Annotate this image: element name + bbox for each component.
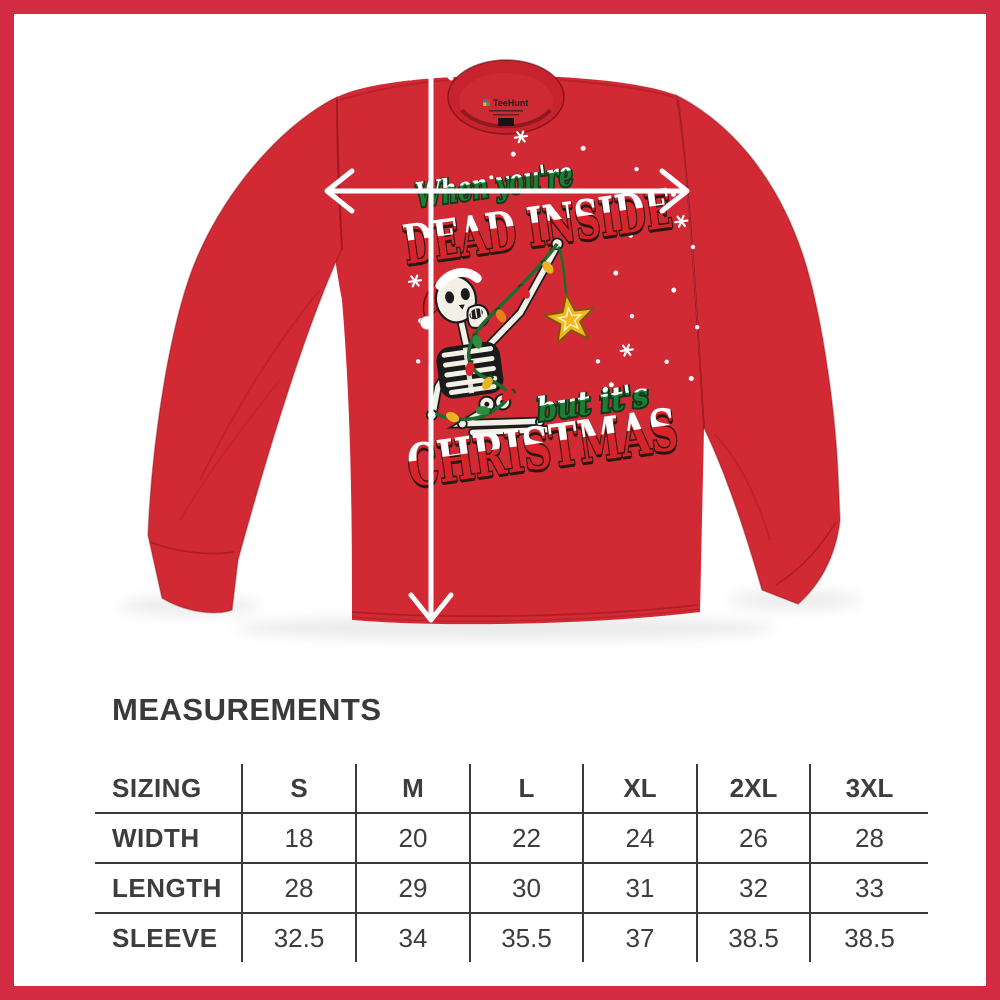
size-value-cell: 31 (582, 863, 697, 914)
christmas-lights-string (434, 242, 595, 424)
width-arrow (324, 168, 690, 214)
row-label: WIDTH (95, 813, 242, 864)
size-value-cell: 18 (241, 813, 356, 864)
neck-label: TeeHunt (483, 98, 528, 126)
size-value-cell: 35.5 (469, 913, 583, 962)
brand-label-text: TeeHunt (493, 98, 528, 108)
size-value-cell: 29 (355, 863, 470, 914)
size-value-cell: 30 (469, 863, 583, 914)
fabric-folds (149, 79, 837, 622)
star-icon (543, 293, 595, 344)
table-row-length: LENGTH 28 29 30 31 32 33 (95, 863, 928, 914)
shirt-mockup: TeeHunt (120, 50, 860, 640)
brand-logo-icon (483, 99, 490, 106)
measurements-heading: MEASUREMENTS (112, 692, 382, 727)
size-value-cell: 28 (809, 813, 928, 864)
size-table: SIZING S M L XL 2XL 3XL WIDTH 18 20 22 2… (95, 764, 928, 962)
snowflakes (407, 130, 700, 388)
size-value-cell: 37 (582, 913, 697, 962)
light-bulbs (445, 258, 554, 424)
size-value-cell: 28 (241, 863, 356, 914)
row-label: SLEEVE (112, 922, 218, 953)
size-value-cell: 24 (582, 813, 697, 864)
size-value-cell: 26 (696, 813, 810, 864)
size-tag (498, 118, 514, 126)
size-column-header: S (241, 764, 356, 814)
collar (447, 59, 565, 135)
size-value-cell: 38.5 (809, 913, 928, 962)
size-value-cell: 20 (355, 813, 470, 864)
table-row-sleeve: SLEEVE 32.5 34 35.5 37 38.5 38.5 (95, 913, 928, 962)
table-header-row: SIZING S M L XL 2XL 3XL (95, 764, 928, 814)
size-value-cell: 32.5 (241, 913, 356, 962)
size-column-header: 3XL (809, 764, 928, 814)
length-arrow (408, 50, 454, 623)
size-value-cell: 38.5 (696, 913, 810, 962)
size-value-cell: 34 (355, 913, 470, 962)
shirt-body: TeeHunt (147, 59, 841, 625)
corner-label: SIZING (95, 764, 242, 814)
size-column-header: L (469, 764, 583, 814)
size-column-header: 2XL (696, 764, 810, 814)
size-value-cell: 22 (469, 813, 583, 864)
table-row-width: WIDTH 18 20 22 24 26 28 (95, 813, 928, 864)
size-column-header: M (355, 764, 470, 814)
size-value-cell: 33 (809, 863, 928, 914)
row-label: LENGTH (95, 863, 242, 914)
size-value-cell: 32 (696, 863, 810, 914)
size-column-header: XL (582, 764, 697, 814)
